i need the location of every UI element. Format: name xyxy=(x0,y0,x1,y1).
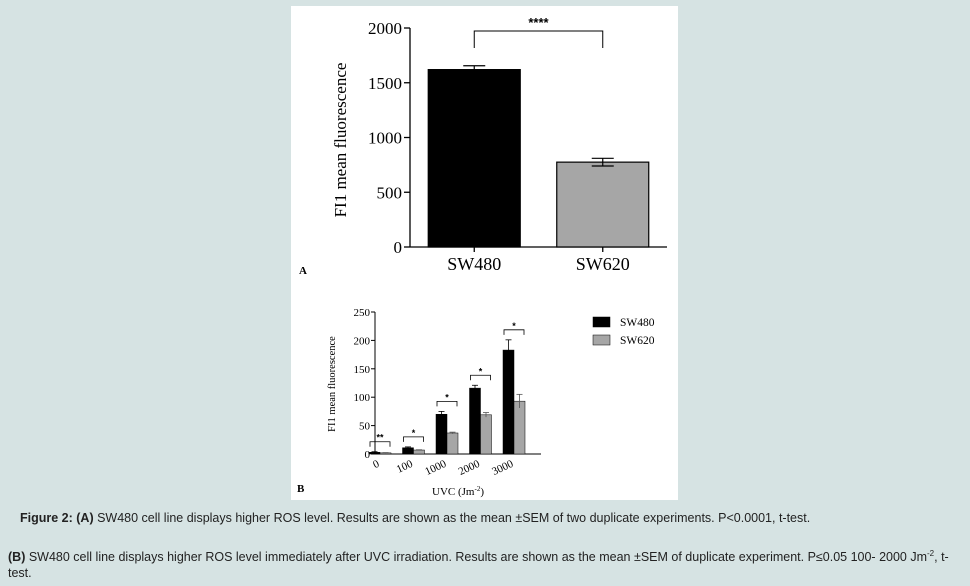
chart-a-x-tick-label: SW480 xyxy=(447,254,501,274)
chart-b-bar-sw620 xyxy=(413,449,425,455)
chart-b-x-tick-label: 3000 xyxy=(490,458,515,478)
chart-a-significance-bracket xyxy=(473,30,604,48)
chart-a-y-tick-label: 2000 xyxy=(368,19,402,38)
legend-swatch-sw620 xyxy=(592,334,611,346)
figure-caption-a: Figure 2: (A) SW480 cell line displays h… xyxy=(20,510,820,526)
legend-swatch-sw480 xyxy=(592,316,611,328)
chart-b-y-tick-label: 0 xyxy=(365,449,371,461)
chart-b-bar-sw620 xyxy=(513,400,526,455)
chart-b-y-tick-label: 50 xyxy=(359,421,371,433)
chart-b-significance-bracket xyxy=(403,436,424,442)
chart-b-x-tick-label: 0 xyxy=(371,458,382,471)
chart-a-x-tick-label: SW620 xyxy=(576,254,630,274)
chart-b-significance-bracket xyxy=(436,401,458,407)
chart-b-x-tick-label: 100 xyxy=(395,458,415,476)
chart-b-x-tick-label: 2000 xyxy=(457,458,482,478)
chart-a-bar xyxy=(556,161,650,248)
chart-b-significance-label: * xyxy=(479,366,483,376)
chart-b-y-tick-label: 150 xyxy=(354,364,371,376)
chart-b-y-tick-label: 200 xyxy=(354,335,371,347)
chart-b-bar-sw480 xyxy=(469,387,481,455)
chart-a-y-axis-label: FI1 mean fluorescence xyxy=(331,63,350,218)
caption-b-text: SW480 cell line displays higher ROS leve… xyxy=(28,550,928,564)
chart-b-bar-sw620 xyxy=(446,432,459,455)
chart-a: 0 500 1000 1500 2000 SW480 SW620 **** FI1 mea… xyxy=(299,15,667,277)
chart-b-bar-sw480 xyxy=(435,413,448,455)
chart-b-x-tick-label: 1000 xyxy=(423,458,448,478)
caption-a-label: Figure 2: (A) xyxy=(20,511,94,525)
chart-b-significance-label: * xyxy=(445,392,449,402)
caption-b-text-end: , t-test. xyxy=(8,550,949,580)
chart-b-bar-sw620 xyxy=(480,414,492,455)
legend-label-sw620: SW620 xyxy=(620,335,655,347)
chart-a-bar xyxy=(427,69,521,248)
chart-a-y-tick-label: 1000 xyxy=(368,129,402,148)
chart-b-significance-bracket xyxy=(470,374,491,381)
chart-b-significance-label: * xyxy=(512,321,516,331)
chart-b-bar-sw480 xyxy=(502,349,515,455)
chart-b-y-tick-label: 250 xyxy=(354,307,371,319)
chart-a-significance-label: **** xyxy=(528,15,549,30)
figure-panel: 0 500 1000 1500 2000 SW480 SW620 **** FI1 mea… xyxy=(291,6,678,500)
panel-b-label: B xyxy=(297,483,305,495)
chart-a-y-tick-label: 500 xyxy=(377,183,403,202)
panel-a-label: A xyxy=(299,265,307,277)
chart-b-significance-label: ** xyxy=(376,433,384,443)
chart-b-y-axis-label: FI1 mean fluorescence xyxy=(327,336,338,432)
chart-b-significance-bracket xyxy=(369,441,391,447)
chart-b-bar-sw480 xyxy=(402,447,414,455)
chart-b-x-axis-label: UVC (Jm-2) xyxy=(432,485,484,498)
legend-label-sw480: SW480 xyxy=(620,317,655,329)
chart-a-y-tick-label: 1500 xyxy=(368,74,402,93)
chart-b-significance-bracket xyxy=(503,329,525,335)
caption-b-superscript: -2 xyxy=(927,548,935,558)
caption-a-text: SW480 cell line displays higher ROS leve… xyxy=(97,511,811,525)
chart-b-y-tick-label: 100 xyxy=(354,392,371,404)
chart-b-significance-label: * xyxy=(412,428,416,438)
caption-b-label: (B) xyxy=(8,550,26,564)
chart-a-y-tick-label: 0 xyxy=(394,238,403,257)
figure-caption-b: (B) SW480 cell line displays higher ROS … xyxy=(8,549,966,581)
